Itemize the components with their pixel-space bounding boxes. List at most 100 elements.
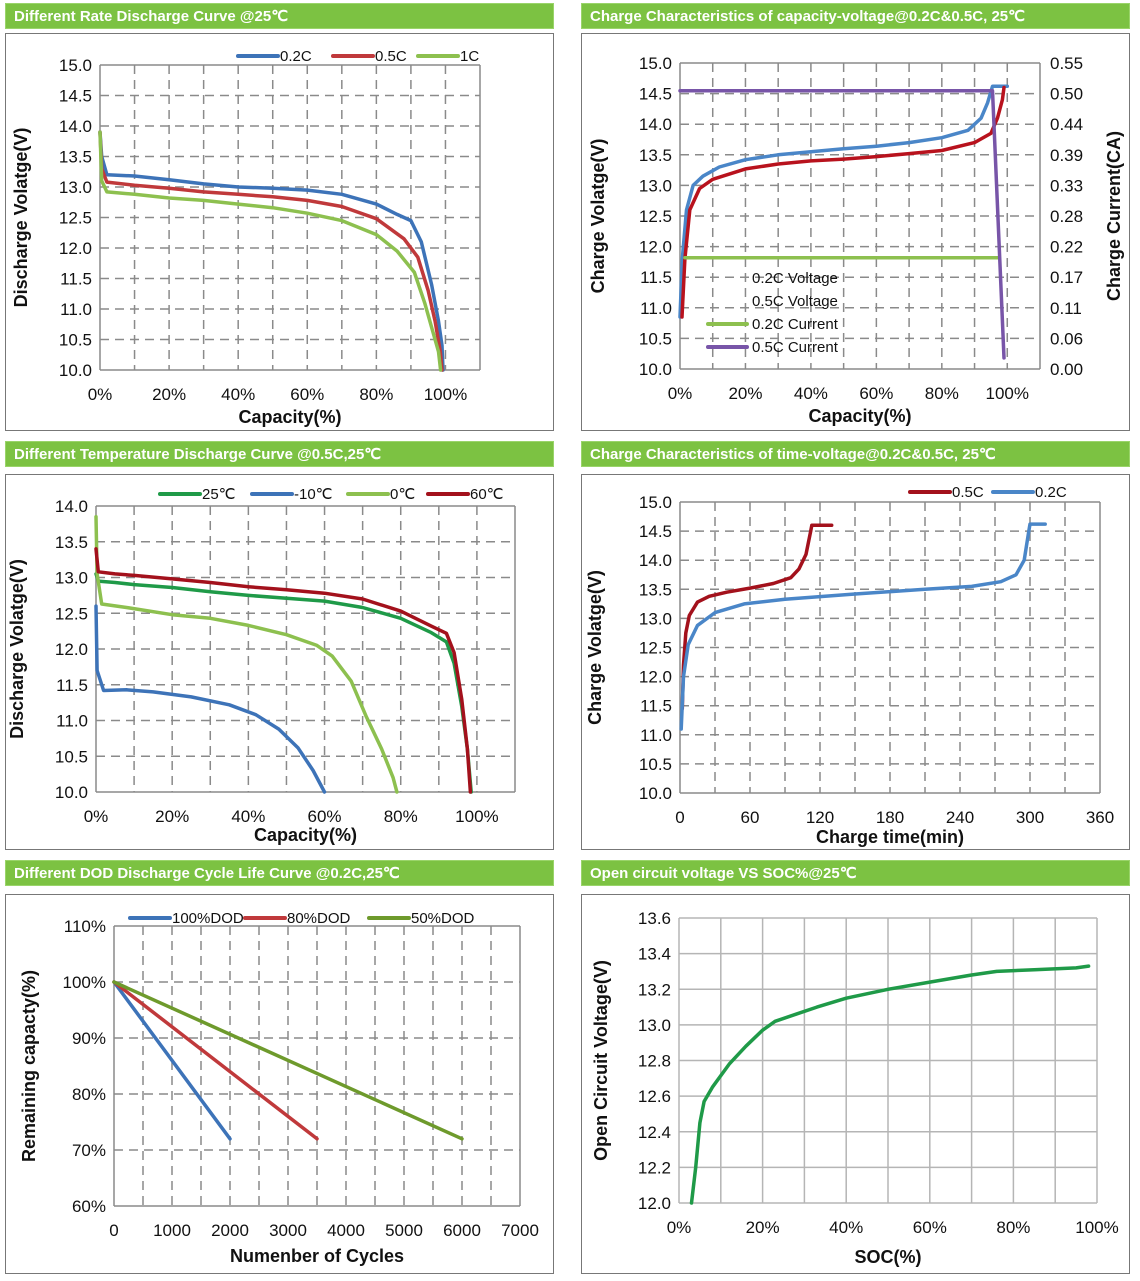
charge_time-ytick-label: 12.0 — [639, 668, 672, 687]
charge_time-xtick-label: 360 — [1086, 808, 1114, 827]
charge_cap-y2tick-label: 0.33 — [1050, 176, 1083, 195]
charge_cap-y-axis-title: Charge Volatge(V) — [588, 139, 608, 294]
temp-legend-label: 60℃ — [470, 486, 504, 503]
ocv-xtick-label: 20% — [746, 1218, 780, 1237]
dod-legend-label: 80%DOD — [287, 910, 351, 927]
header-temp: Different Temperature Discharge Curve @0… — [5, 441, 554, 467]
rate-ytick-label: 14.0 — [59, 117, 92, 136]
dod-xtick-label: 4000 — [327, 1221, 365, 1240]
charge_time-xtick-label: 240 — [946, 808, 974, 827]
temp-xtick-label: 20% — [155, 807, 189, 826]
temp-series-0- — [94, 514, 399, 794]
rate-xtick-label: 20% — [152, 385, 186, 404]
rate-ytick-label: 12.0 — [59, 239, 92, 258]
temp-ytick-label: 12.0 — [55, 640, 88, 659]
charge_cap-xtick-label: 80% — [925, 384, 959, 403]
ocv-series-ocv — [689, 964, 1091, 1205]
charge_cap-ytick-label: 14.5 — [639, 85, 672, 104]
dod-xtick-label: 6000 — [443, 1221, 481, 1240]
dod-series-50-dod — [112, 980, 464, 1141]
charge_cap-series-0-5c-current — [678, 89, 1006, 360]
ocv-xtick-label: 80% — [996, 1218, 1030, 1237]
temp-series--10- — [94, 604, 327, 794]
charge_time-legend-label: 0.5C — [952, 484, 984, 501]
charge_time-ytick-label: 14.5 — [639, 522, 672, 541]
charge_cap-xtick-label: 20% — [728, 384, 762, 403]
rate-legend-label: 1C — [460, 48, 479, 65]
dod-ytick-label: 60% — [72, 1197, 106, 1216]
rate-series-1c — [98, 130, 443, 372]
ocv-xtick-label: 0% — [667, 1218, 692, 1237]
charge_time-xtick-label: 180 — [876, 808, 904, 827]
rate-legend-label: 0.5C — [375, 48, 407, 65]
temp-series-60- — [94, 547, 473, 794]
temp-ytick-label: 10.5 — [55, 747, 88, 766]
temp-xtick-label: 100% — [455, 807, 498, 826]
rate-ytick-label: 13.0 — [59, 178, 92, 197]
rate-ytick-label: 15.0 — [59, 56, 92, 75]
charge_cap-y2tick-label: 0.17 — [1050, 268, 1083, 287]
dod-ytick-label: 70% — [72, 1141, 106, 1160]
charge_time-x-axis-title: Charge time(min) — [816, 827, 964, 847]
rate-y-axis-title: Discharge Volatge(V) — [11, 128, 31, 308]
ocv-xtick-label: 60% — [913, 1218, 947, 1237]
rate-ytick-label: 10.5 — [59, 331, 92, 350]
ocv-xtick-label: 100% — [1075, 1218, 1118, 1237]
charge_cap-x-axis-title: Capacity(%) — [808, 406, 911, 426]
charge_cap-ytick-label: 11.5 — [640, 268, 672, 287]
dod-ytick-label: 90% — [72, 1029, 106, 1048]
rate-series-0-2c — [98, 130, 445, 372]
dod-xtick-label: 1000 — [153, 1221, 191, 1240]
charge_time-xtick-label: 300 — [1016, 808, 1044, 827]
charge_time-ytick-label: 13.0 — [639, 609, 672, 628]
panel-rate — [5, 33, 554, 431]
header-ocv: Open circuit voltage VS SOC%@25℃ — [581, 860, 1130, 886]
charge_cap-xtick-label: 60% — [859, 384, 893, 403]
dod-legend-label: 100%DOD — [172, 910, 244, 927]
rate-ytick-label: 13.5 — [59, 148, 92, 167]
dod-xtick-label: 0 — [109, 1221, 118, 1240]
temp-ytick-label: 13.5 — [55, 533, 88, 552]
charge_cap-y2tick-label: 0.55 — [1050, 54, 1083, 73]
charge_cap-legend-label: 0.2C Voltage — [752, 270, 838, 287]
charge_time-ytick-label: 11.5 — [640, 697, 672, 716]
charge_time-xtick-label: 60 — [741, 808, 760, 827]
ocv-ytick-label: 13.0 — [638, 1016, 671, 1035]
ocv-ytick-label: 13.2 — [638, 980, 671, 999]
charge_time-y-axis-title: Charge Volatge(V) — [585, 570, 605, 725]
charge_cap-ytick-label: 11.0 — [640, 299, 672, 318]
charge_cap-xtick-label: 0% — [668, 384, 693, 403]
charge_cap-ytick-label: 13.0 — [639, 176, 672, 195]
charge_cap-ytick-label: 12.5 — [639, 207, 672, 226]
temp-xtick-label: 40% — [231, 807, 265, 826]
charge_cap-y2tick-label: 0.06 — [1050, 329, 1083, 348]
charge_cap-legend-label: 0.5C Voltage — [752, 293, 838, 310]
panel-charge-cap — [581, 33, 1130, 431]
charge_cap-y2tick-label: 0.22 — [1050, 238, 1083, 257]
panel-ocv — [581, 894, 1130, 1274]
rate-ytick-label: 11.0 — [60, 300, 92, 319]
charge_time-xtick-label: 120 — [806, 808, 834, 827]
ocv-ytick-label: 12.2 — [638, 1158, 671, 1177]
ocv-ytick-label: 12.4 — [638, 1123, 671, 1142]
dod-legend-label: 50%DOD — [411, 910, 475, 927]
charge_cap-xtick-label: 100% — [986, 384, 1029, 403]
charge_time-ytick-label: 10.5 — [639, 755, 672, 774]
temp-x-axis-title: Capacity(%) — [254, 825, 357, 845]
header-charge-time: Charge Characteristics of time-voltage@0… — [581, 441, 1130, 467]
temp-xtick-label: 0% — [84, 807, 109, 826]
charge_time-ytick-label: 13.5 — [639, 580, 672, 599]
charge_cap-ytick-label: 13.5 — [639, 146, 672, 165]
charge_cap-y2tick-label: 0.00 — [1050, 360, 1083, 379]
dod-xtick-label: 2000 — [211, 1221, 249, 1240]
rate-xtick-label: 0% — [88, 385, 113, 404]
dod-ytick-label: 110% — [64, 917, 106, 936]
rate-ytick-label: 14.5 — [59, 87, 92, 106]
temp-y-axis-title: Discharge Volatge(V) — [7, 559, 27, 739]
charge_cap-ytick-label: 14.0 — [639, 115, 672, 134]
charge_cap-ytick-label: 12.0 — [639, 238, 672, 257]
charge_time-series-0-2c — [679, 522, 1047, 731]
charge_cap-y2tick-label: 0.28 — [1050, 207, 1083, 226]
dod-y-axis-title: Remaining capacty(%) — [19, 970, 39, 1162]
